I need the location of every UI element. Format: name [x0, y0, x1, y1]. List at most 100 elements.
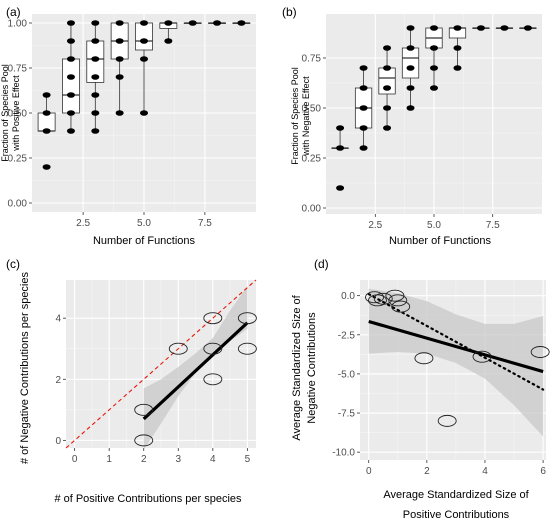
- panel-a-ticks: 2.5 5.0 7.5 0.00 0.25 0.50 0.75 1.00: [8, 19, 213, 230]
- data-point: [383, 125, 392, 131]
- panel-a-label: (a): [6, 5, 21, 19]
- data-point: [359, 125, 368, 131]
- data-point: [140, 110, 148, 116]
- panel-d-xlabel-line1: Average Standardized Size of: [383, 489, 529, 501]
- data-point: [388, 294, 408, 307]
- y-tick-label: 0.25: [302, 154, 322, 165]
- data-point: [500, 25, 509, 31]
- data-point: [203, 312, 223, 325]
- x-tick-label: 2: [424, 466, 430, 477]
- data-point: [472, 350, 492, 363]
- data-point: [385, 289, 405, 302]
- panel-d-marks: [365, 288, 550, 437]
- box: [401, 47, 420, 79]
- data-point: [430, 25, 438, 31]
- y-tick-label: 0: [55, 436, 61, 447]
- data-point: [91, 38, 100, 44]
- panel-c-ticks: 0 1 2 3 4 5 0 2 4: [55, 314, 250, 465]
- box: [135, 22, 153, 51]
- data-point: [66, 20, 75, 26]
- data-point: [168, 342, 188, 355]
- x-tick-label: 5.0: [137, 218, 151, 229]
- panel-b: (b) 2.5 5.0 7.5 0.00 0.25 0.50 0.75 Number of …: [282, 5, 542, 247]
- data-point: [430, 85, 438, 91]
- data-point: [91, 74, 100, 80]
- data-point: [476, 25, 485, 31]
- data-point: [373, 292, 393, 305]
- data-point: [383, 85, 392, 91]
- data-point: [42, 110, 51, 116]
- data-point: [91, 128, 100, 134]
- y-tick-label: 0.0: [341, 291, 355, 302]
- y-tick-label: 0.00: [8, 199, 28, 210]
- panel-b-ylabel-line1: Fraction of Species Pool: [290, 67, 300, 165]
- x-tick-label: 0: [366, 466, 372, 477]
- data-point: [406, 45, 415, 51]
- panel-b-marks: [331, 25, 537, 191]
- data-point: [523, 25, 532, 31]
- data-point: [336, 145, 345, 151]
- data-point: [383, 105, 392, 111]
- data-point: [188, 20, 197, 26]
- data-point: [406, 25, 415, 31]
- data-point: [237, 312, 257, 325]
- panel-c: (c) 0 1 2 3 4 5 0 2 4 # of Positive Contribution…: [6, 257, 257, 505]
- data-point: [66, 110, 75, 116]
- data-point: [365, 291, 384, 304]
- data-point: [383, 45, 392, 51]
- y-tick-label: 0.50: [302, 104, 322, 115]
- x-tick-label: 5.0: [427, 220, 441, 231]
- y-tick-label: 0.25: [8, 154, 28, 165]
- data-point: [164, 20, 173, 26]
- data-point: [140, 56, 148, 62]
- panel-d-xlabel-line2: Positive Contributions: [403, 509, 510, 521]
- panel-d-ylabel-line2: Negative Contributions: [306, 312, 318, 424]
- reference-line: [65, 279, 257, 449]
- data-point: [66, 92, 75, 98]
- panel-c-marks: [65, 279, 257, 450]
- data-point: [359, 85, 368, 91]
- data-point: [66, 74, 75, 80]
- panel-a-marks: [37, 20, 251, 170]
- data-point: [237, 20, 246, 26]
- y-tick-label: 0.75: [8, 64, 28, 75]
- data-point: [359, 65, 368, 71]
- data-point: [359, 145, 368, 151]
- data-point: [115, 38, 124, 44]
- x-tick-label: 7.5: [486, 220, 500, 231]
- data-point: [164, 38, 173, 44]
- data-point: [453, 25, 462, 31]
- y-tick-label: 0.00: [302, 204, 322, 215]
- x-tick-label: 2: [141, 454, 147, 465]
- data-point: [66, 38, 75, 44]
- panel-d-ticks: 0 2 4 6 0.0 -2.5 -5.0 -7.5 -10.0: [332, 291, 546, 477]
- data-point: [66, 56, 75, 62]
- data-point: [383, 65, 392, 71]
- panel-c-label: (c): [6, 257, 20, 271]
- x-tick-label: 0: [72, 454, 78, 465]
- data-point: [91, 56, 100, 62]
- dotted-fit-line: [367, 292, 545, 391]
- panel-a: (a) 2.5 5.0 7.5 0.00 0.25 0.50 0.75 1.00 Number…: [0, 5, 256, 247]
- panel-c-ylabel: # of Negative Contributions per species: [19, 272, 31, 464]
- panel-c-xlabel: # of Positive Contributions per species: [54, 493, 242, 505]
- data-point: [134, 434, 154, 447]
- data-point: [336, 125, 345, 131]
- data-point: [530, 346, 550, 358]
- data-point: [115, 20, 124, 26]
- data-point: [115, 56, 124, 62]
- data-point: [91, 20, 100, 26]
- data-point: [430, 65, 438, 71]
- data-point: [391, 300, 411, 313]
- x-tick-label: 3: [175, 454, 181, 465]
- x-tick-label: 4: [210, 454, 216, 465]
- x-tick-label: 7.5: [198, 218, 212, 229]
- data-point: [115, 74, 124, 80]
- panel-b-xlabel: Number of Functions: [389, 235, 492, 247]
- data-point: [336, 185, 345, 191]
- panel-a-ylabel-line2: with Positive Effect: [11, 75, 21, 152]
- y-tick-label: -5.0: [338, 369, 356, 380]
- data-point: [203, 373, 223, 386]
- data-point: [406, 85, 415, 91]
